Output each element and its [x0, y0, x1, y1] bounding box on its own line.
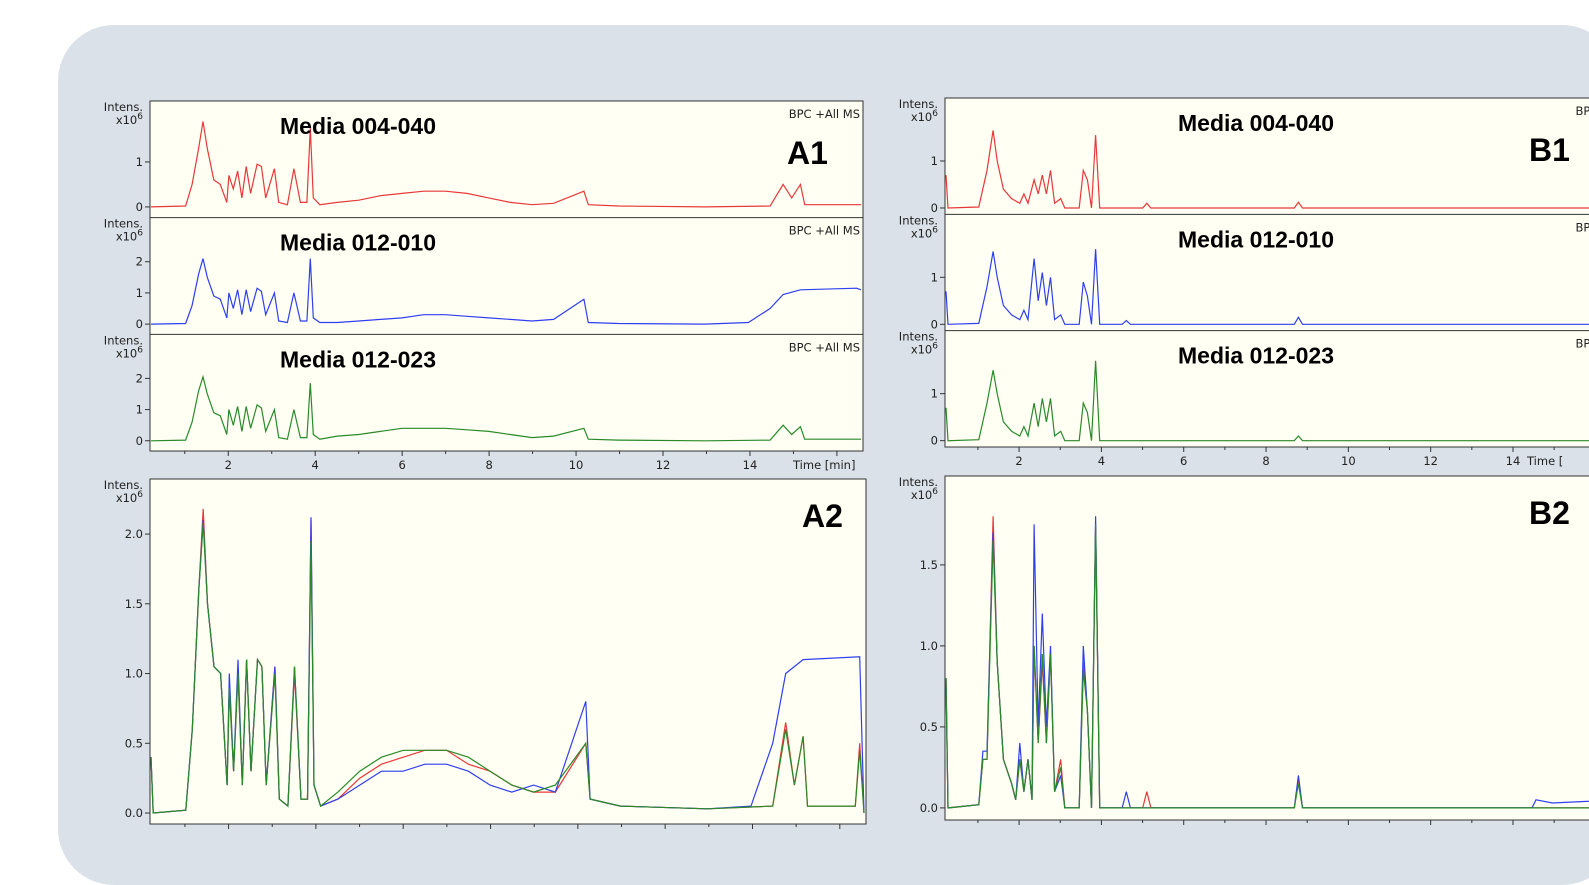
- b1-y-tick-label: 0: [931, 201, 938, 215]
- b2-y-tick-label: 0.0: [920, 801, 938, 815]
- a1-x-label: Time [min]: [792, 458, 855, 472]
- b1-x-axis: 2 4 6 8 10 12 14: [977, 447, 1555, 468]
- a1-x-axis: 2 4 6 8 10 12 14: [184, 451, 838, 472]
- a1-trace-1-ylabel-scale: x106: [116, 229, 143, 244]
- b1-trace-mode: BPC -Al: [1576, 220, 1589, 234]
- a1-trace-mode: BPC +All MS: [789, 224, 860, 238]
- b2-ylabel-scale: x106: [911, 487, 938, 502]
- b1-x-tick-label: 12: [1423, 454, 1438, 468]
- b2-plot-area: [944, 475, 1589, 821]
- b1-y-tick-label: 0: [931, 317, 938, 331]
- a1-trace-mode: BPC +All MS: [789, 340, 860, 354]
- b1-trace-1-ylabel-scale: x106: [911, 225, 938, 240]
- b1-plot-area: [944, 97, 1589, 448]
- a2-y-tick-label: 1.0: [125, 667, 143, 681]
- a1-trace-1-ylabel-intens: Intens.: [104, 217, 143, 231]
- a1-x-tick-label: 6: [398, 458, 405, 472]
- b1-trace-mode: BPC -Al: [1576, 104, 1589, 118]
- a1-x-tick-label: 14: [743, 458, 758, 472]
- a1-trace-title: Media 012-023: [280, 346, 436, 372]
- b1-trace-green: [945, 360, 1589, 442]
- a2-y-tick-label: 0.0: [125, 806, 143, 820]
- a2-y-tick-label: 0.5: [125, 736, 143, 750]
- b1-trace-2-ylabel-scale: x106: [911, 342, 938, 357]
- b1-x-tick-label: 14: [1506, 454, 1521, 468]
- b1-x-tick-label: 10: [1341, 454, 1356, 468]
- a1-x-tick-label: 10: [569, 458, 584, 472]
- a2-ylabel-scale: x106: [116, 490, 143, 505]
- a1-trace-0-ylabel-scale: x106: [116, 112, 143, 127]
- b2-ylabel-intens: Intens.: [899, 475, 938, 489]
- b1-stacked-chart: 0 1 Media 004-040 BPC -Al 0 1 Media 012-010 BPC…: [931, 97, 1589, 468]
- a1-y-tick-label: 2: [136, 371, 143, 385]
- a2-x-axis: [184, 824, 841, 829]
- a1-y-tick-label: 1: [136, 286, 143, 300]
- a1-trace-2-ylabel-intens: Intens.: [104, 333, 143, 347]
- b1-x-tick-label: 2: [1015, 454, 1022, 468]
- b1-y-tick-label: 1: [931, 387, 938, 401]
- a1-x-tick-label: 8: [485, 458, 492, 472]
- a1-plot-area: [149, 100, 864, 452]
- b1-trace-title: Media 004-040: [1178, 110, 1334, 136]
- a1-y-tick-label: 0: [136, 200, 143, 214]
- b1-trace-1-ylabel-intens: Intens.: [899, 213, 938, 227]
- b1-trace-blue: [945, 249, 1589, 325]
- b2-series-green: [945, 524, 1589, 809]
- a2-panel-tag: A2: [802, 498, 843, 534]
- a1-x-tick-label: 4: [312, 458, 319, 472]
- b2-overlay-chart: 0.0 0.5 1.0 1.5 B2: [920, 475, 1589, 821]
- a1-y-tick-label: 0: [136, 434, 143, 448]
- b1-trace-title: Media 012-023: [1178, 343, 1334, 369]
- b1-trace-0-ylabel-intens: Intens.: [899, 97, 938, 111]
- a2-ylabel-intens: Intens.: [104, 478, 143, 492]
- b1-x-label: Time [: [1526, 454, 1563, 468]
- a1-trace-blue: [150, 258, 862, 325]
- a1-x-tick-label: 12: [656, 458, 671, 472]
- a1-y-tick-label: 2: [136, 255, 143, 269]
- b1-x-tick-label: 6: [1180, 454, 1187, 468]
- a1-trace-title: Media 012-010: [280, 230, 436, 256]
- b2-y-tick-label: 1.0: [920, 639, 938, 653]
- a1-trace-mode: BPC +All MS: [789, 107, 860, 121]
- b2-y-tick-label: 1.5: [920, 558, 938, 572]
- b1-x-tick-label: 8: [1262, 454, 1269, 468]
- a1-trace-green: [150, 374, 861, 442]
- a1-trace-red: [150, 121, 861, 208]
- a1-panel-tag: A1: [787, 135, 828, 171]
- a1-x-tick-label: 2: [225, 458, 232, 472]
- b1-y-tick-label: 1: [931, 270, 938, 284]
- b1-trace-2-ylabel-intens: Intens.: [899, 330, 938, 344]
- a2-overlay-chart: 0.0 0.5 1.0 1.5 2.0 A2: [125, 478, 867, 825]
- a2-y-tick-label: 1.5: [125, 597, 143, 611]
- a1-y-tick-label: 0: [136, 317, 143, 331]
- a1-trace-0-ylabel-intens: Intens.: [104, 100, 143, 114]
- b1-y-tick-label: 1: [931, 154, 938, 168]
- a2-plot-area: [149, 478, 867, 825]
- b1-panel-tag: B1: [1529, 132, 1570, 168]
- a1-trace-title: Media 004-040: [280, 113, 436, 139]
- a2-y-tick-label: 2.0: [125, 527, 143, 541]
- b1-trace-0-ylabel-scale: x106: [911, 109, 938, 124]
- b1-trace-title: Media 012-010: [1178, 226, 1334, 252]
- a1-y-tick-label: 1: [136, 403, 143, 417]
- a2-series-green: [150, 522, 865, 814]
- b1-y-tick-label: 0: [931, 434, 938, 448]
- a1-y-tick-label: 1: [136, 155, 143, 169]
- b1-trace-mode: BPC -Al: [1576, 337, 1589, 351]
- b2-panel-tag: B2: [1529, 495, 1570, 531]
- a1-trace-2-ylabel-scale: x106: [116, 345, 143, 360]
- b2-y-tick-label: 0.5: [920, 720, 938, 734]
- b1-trace-red: [945, 130, 1589, 209]
- b1-x-tick-label: 4: [1098, 454, 1105, 468]
- b2-x-axis: [977, 820, 1555, 825]
